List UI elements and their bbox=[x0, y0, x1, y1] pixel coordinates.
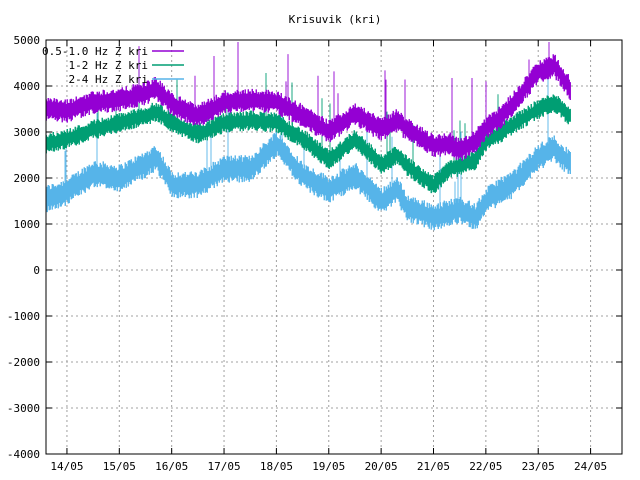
x-tick-label: 17/05 bbox=[207, 460, 240, 473]
axis-ticks: 5000 4000 3000 2000 1000 0 -1000 -2000 -3000 -400… bbox=[7, 34, 622, 473]
legend-label: 2-4 Hz Z kri bbox=[69, 73, 148, 86]
x-tick-label: 14/05 bbox=[50, 460, 83, 473]
y-tick-label: 5000 bbox=[14, 34, 41, 47]
x-tick-label: 21/05 bbox=[417, 460, 450, 473]
chart-title: Krisuvik (kri) bbox=[289, 13, 382, 26]
x-tick-label: 18/05 bbox=[260, 460, 293, 473]
y-tick-label: 3000 bbox=[14, 126, 41, 139]
x-tick-label: 19/05 bbox=[312, 460, 345, 473]
gridlines bbox=[46, 39, 622, 455]
y-tick-label: -4000 bbox=[7, 448, 40, 461]
x-tick-label: 22/05 bbox=[469, 460, 502, 473]
plot-frame bbox=[45, 39, 623, 455]
y-tick-label: 4000 bbox=[14, 80, 41, 93]
x-tick-label: 20/05 bbox=[365, 460, 398, 473]
y-tick-label: 0 bbox=[33, 264, 40, 277]
x-tick-label: 23/05 bbox=[522, 460, 555, 473]
x-tick-label: 24/05 bbox=[574, 460, 607, 473]
x-tick-label: 15/05 bbox=[103, 460, 136, 473]
y-tick-label: -3000 bbox=[7, 402, 40, 415]
x-tick-label: 16/05 bbox=[155, 460, 188, 473]
y-tick-label: 1000 bbox=[14, 218, 41, 231]
y-tick-label: 2000 bbox=[14, 172, 41, 185]
y-tick-label: -1000 bbox=[7, 310, 40, 323]
legend-label: 0.5-1.0 Hz Z kri bbox=[42, 45, 148, 58]
legend-label: 1-2 Hz Z kri bbox=[69, 59, 148, 72]
y-tick-label: -2000 bbox=[7, 356, 40, 369]
